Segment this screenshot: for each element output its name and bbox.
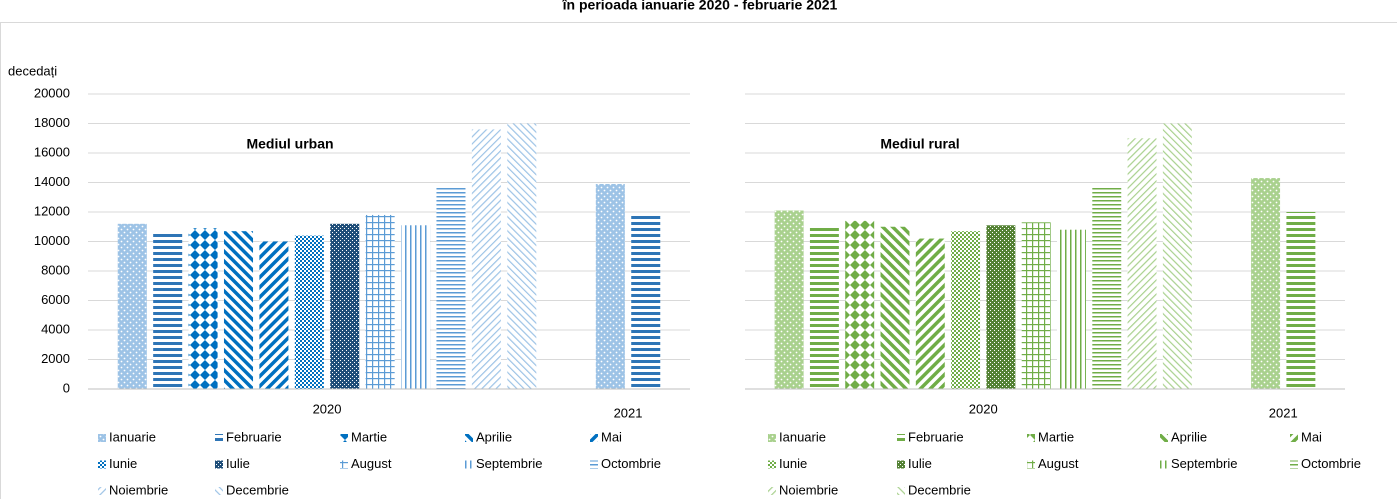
legend-label: Iulie: [226, 456, 250, 471]
bar: [1162, 123, 1192, 389]
legend-label: Februarie: [226, 429, 282, 444]
bar: [809, 226, 839, 389]
x-tick-label: 2021: [1269, 405, 1298, 420]
legend-label: Decembrie: [226, 482, 289, 497]
legend-label: Septembrie: [1171, 456, 1237, 471]
legend-label: Septembrie: [476, 456, 542, 471]
legend-label: Iunie: [779, 456, 807, 471]
y-tick-label: 8000: [41, 262, 70, 277]
legend-label: Mai: [601, 429, 622, 444]
x-tick-label: 2020: [969, 401, 998, 416]
bar: [188, 228, 218, 389]
bar: [1057, 229, 1086, 389]
chart-frame: [0, 22, 1397, 499]
legend-label: Mai: [1301, 429, 1322, 444]
legend-swatch: [215, 487, 223, 495]
y-tick-label: 20000: [34, 85, 70, 100]
x-tick-label: 2020: [313, 401, 342, 416]
bar: [507, 123, 537, 389]
legend-label: Octombrie: [601, 456, 661, 471]
legend-swatch: [1027, 460, 1035, 469]
legend-swatch: [98, 434, 106, 442]
legend-label: Ianuarie: [109, 429, 156, 444]
legend-swatch: [768, 487, 776, 495]
y-tick-label: 14000: [34, 174, 70, 189]
legend-swatch: [590, 460, 598, 469]
legend-swatch: [340, 460, 348, 469]
bar: [1251, 178, 1281, 389]
legend-label: Iunie: [109, 456, 137, 471]
bar: [436, 186, 466, 389]
bar: [774, 210, 804, 389]
legend-swatch: [768, 434, 776, 442]
legend-label: Aprilie: [1171, 429, 1207, 444]
bar: [153, 232, 183, 389]
bar: [294, 235, 324, 389]
legend-swatch: [215, 460, 223, 469]
legend-label: Aprilie: [476, 429, 512, 444]
y-tick-label: 6000: [41, 292, 70, 307]
bar: [471, 129, 501, 389]
legend-swatch: [1160, 460, 1168, 469]
legend-swatch: [897, 460, 905, 469]
legend-label: August: [1038, 456, 1079, 471]
legend-label: Iulie: [908, 456, 932, 471]
bar: [330, 223, 360, 389]
legend-swatch: [340, 434, 348, 442]
legend-swatch: [465, 460, 473, 469]
y-tick-label: 2000: [41, 351, 70, 366]
legend-swatch: [98, 487, 106, 495]
legend-label: Februarie: [908, 429, 964, 444]
legend-label: Noiembrie: [109, 482, 168, 497]
legend-swatch: [1290, 434, 1298, 442]
bar: [986, 225, 1016, 389]
legend-swatch: [98, 460, 106, 469]
legend-label: Noiembrie: [779, 482, 838, 497]
legend-swatch: [590, 434, 598, 442]
bar: [845, 220, 875, 389]
bar: [117, 223, 147, 389]
y-tick-label: 10000: [34, 233, 70, 248]
y-tick-label: 16000: [34, 144, 70, 159]
legend-swatch: [1027, 434, 1035, 442]
legend-swatch: [897, 434, 905, 442]
y-tick-label: 0: [63, 380, 70, 395]
legend-label: Decembrie: [908, 482, 971, 497]
legend-swatch: [465, 434, 473, 442]
legend-label: Ianuarie: [779, 429, 826, 444]
bar: [915, 238, 945, 389]
bar: [595, 183, 625, 389]
bar: [1092, 186, 1122, 389]
legend-label: August: [351, 456, 392, 471]
chart-title: Mediul urban: [246, 136, 333, 152]
legend-swatch: [897, 487, 905, 495]
legend-label: Martie: [351, 429, 387, 444]
y-tick-label: 4000: [41, 321, 70, 336]
bar: [1286, 212, 1316, 389]
bar: [951, 231, 981, 389]
x-tick-label: 2021: [614, 405, 643, 420]
bar: [365, 214, 395, 389]
legend-label: Martie: [1038, 429, 1074, 444]
bar: [631, 214, 661, 389]
legend-swatch: [768, 460, 776, 469]
legend-label: Octombrie: [1301, 456, 1361, 471]
y-tick-label: 12000: [34, 203, 70, 218]
y-tick-label: 18000: [34, 115, 70, 130]
bar: [259, 241, 289, 389]
legend-swatch: [1160, 434, 1168, 442]
legend-swatch: [1290, 460, 1298, 469]
legend-swatch: [215, 434, 223, 442]
page-title: în perioada ianuarie 2020 - februarie 20…: [562, 0, 838, 13]
chart-title: Mediul rural: [880, 136, 959, 152]
bar: [401, 225, 431, 389]
bar: [880, 226, 910, 389]
y-axis-label: decedați: [8, 63, 57, 78]
bar: [1021, 222, 1051, 389]
bar: [1127, 138, 1157, 389]
bar: [223, 231, 254, 389]
